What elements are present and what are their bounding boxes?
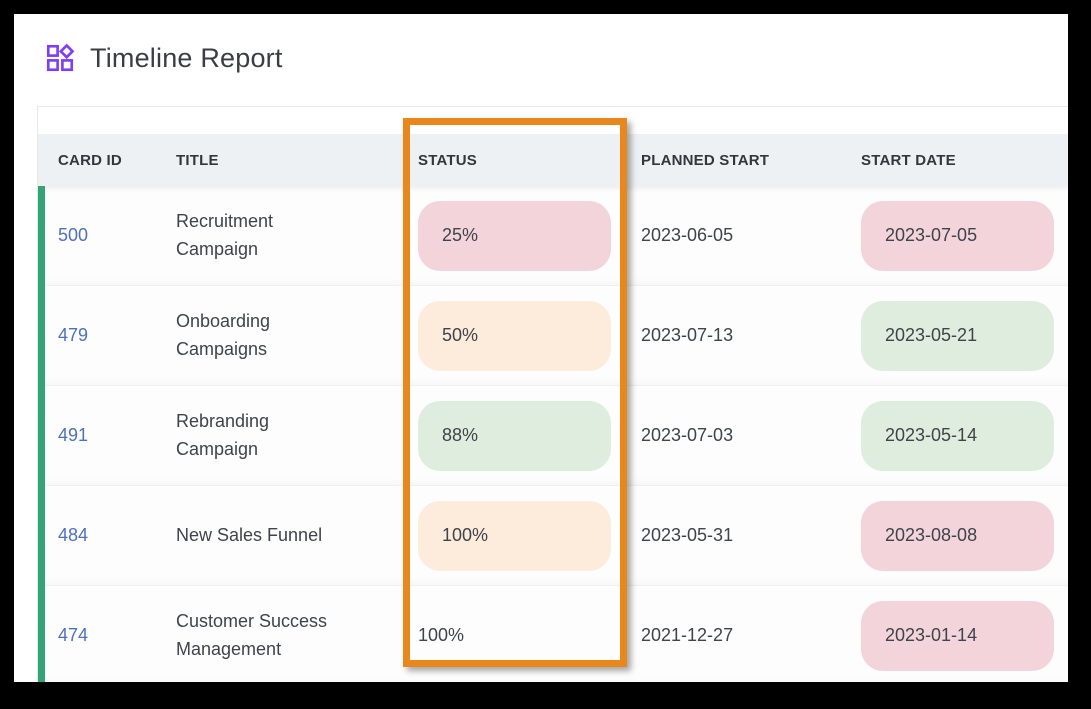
status-value: 50%	[442, 325, 479, 345]
page-header: Timeline Report	[44, 42, 1068, 74]
planned-start-value: 2023-07-03	[641, 425, 734, 445]
page-title: Timeline Report	[90, 42, 283, 73]
column-header-card-id: CARD ID	[58, 151, 122, 169]
table-header-row: CARD ID TITLE STATUS PLANNED START START…	[38, 134, 1068, 186]
status-value: 100%	[442, 525, 489, 545]
card-id-link[interactable]: 484	[58, 525, 89, 545]
start-date-value: 2023-05-21	[885, 325, 978, 345]
status-pill: 88%	[418, 400, 611, 471]
widgets-icon	[44, 42, 76, 74]
card-title: Recruitment Campaign	[176, 210, 274, 259]
card-title: Rebranding Campaign	[176, 410, 270, 459]
card-title: Customer Success Management	[176, 610, 328, 659]
start-date-pill: 2023-07-05	[861, 200, 1054, 271]
start-date-pill: 2023-08-08	[861, 500, 1054, 571]
report-page: Timeline Report CARD ID TITLE STATUS PLA…	[14, 14, 1068, 682]
card-id-link[interactable]: 500	[58, 225, 89, 245]
status-pill: 25%	[418, 200, 611, 271]
card-id-link[interactable]: 474	[58, 625, 89, 645]
start-date-pill: 2023-05-14	[861, 400, 1054, 471]
table-row: 491 Rebranding Campaign 88% 2023-07-03 2…	[38, 386, 1068, 486]
table-accent-bar	[38, 186, 45, 682]
column-header-title: TITLE	[176, 151, 219, 169]
column-header-planned-start: PLANNED START	[641, 151, 770, 169]
card-id-link[interactable]: 491	[58, 425, 89, 445]
status-value: 25%	[442, 225, 479, 245]
start-date-value: 2023-08-08	[885, 525, 978, 545]
report-table-card: CARD ID TITLE STATUS PLANNED START START…	[37, 106, 1068, 682]
table-row: 484 New Sales Funnel 100% 2023-05-31 202…	[38, 486, 1068, 586]
table-row: 479 Onboarding Campaigns 50% 2023-07-13 …	[38, 286, 1068, 386]
table-row: 500 Recruitment Campaign 25% 2023-06-05 …	[38, 186, 1068, 286]
status-pill: 100%	[418, 500, 611, 571]
start-date-value: 2023-07-05	[885, 225, 978, 245]
card-id-link[interactable]: 479	[58, 325, 89, 345]
table-top-spacer	[38, 107, 1068, 134]
start-date-value: 2023-05-14	[885, 425, 978, 445]
table-row: 474 Customer Success Management 100% 202…	[38, 586, 1068, 682]
start-date-pill: 2023-05-21	[861, 300, 1054, 371]
column-header-status: STATUS	[418, 151, 477, 169]
table-body: 500 Recruitment Campaign 25% 2023-06-05 …	[38, 186, 1068, 682]
status-pill: 100%	[418, 625, 641, 646]
status-value: 88%	[442, 425, 479, 445]
start-date-pill: 2023-01-14	[861, 600, 1054, 671]
card-title: New Sales Funnel	[176, 524, 323, 545]
start-date-value: 2023-01-14	[885, 625, 978, 645]
card-title: Onboarding Campaigns	[176, 310, 271, 359]
planned-start-value: 2021-12-27	[641, 625, 734, 645]
status-pill: 50%	[418, 300, 611, 371]
planned-start-value: 2023-05-31	[641, 525, 734, 545]
status-value: 100%	[418, 625, 465, 645]
column-header-start-date: START DATE	[861, 151, 956, 169]
planned-start-value: 2023-06-05	[641, 225, 734, 245]
planned-start-value: 2023-07-13	[641, 325, 734, 345]
